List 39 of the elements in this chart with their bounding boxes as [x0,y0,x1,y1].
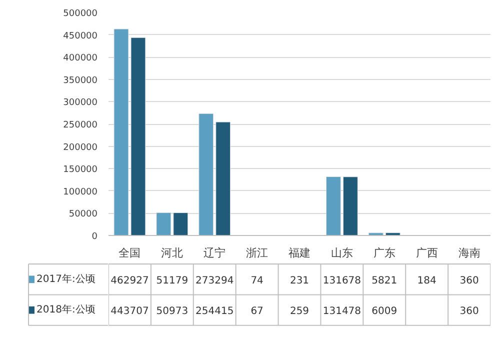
data-label: 360 [460,306,479,318]
y-tick-label: 350000 [63,76,98,86]
data-label: 360 [460,275,479,286]
data-label: 131478 [322,306,362,318]
data-label: 6009 [372,306,398,318]
y-tick-label: 450000 [63,31,98,42]
data-label: 131678 [322,275,362,286]
x-tick-label: 辽宁 [204,246,226,260]
data-label: 273294 [196,275,234,286]
x-tick-label: 广西 [416,246,438,260]
data-label: 5821 [372,275,398,286]
x-tick-label: 海南 [458,246,480,260]
x-tick-label: 全国 [118,246,141,260]
y-tick-label: 300000 [63,98,98,108]
data-label: 462927 [110,275,149,286]
data-label: 254415 [196,306,234,318]
data-label: 67 [250,306,264,318]
data-label: 443707 [110,306,149,318]
data-label: 51179 [156,275,188,286]
y-tick-label: 400000 [63,54,98,64]
data-label: 50973 [156,306,188,318]
x-tick-label: 福建 [288,246,310,260]
x-tick-label: 浙江 [246,246,268,260]
x-tick-label: 山东 [330,246,353,260]
y-tick-label: 0 [92,232,98,242]
data-label: 184 [417,275,436,286]
data-label: 74 [250,275,264,286]
legend-label: 2018年:公顷 [36,304,96,316]
legend-label: 2017年:公顷 [36,272,96,285]
y-tick-label: 50000 [68,210,98,220]
y-tick-label: 100000 [63,187,98,198]
y-tick-label: 250000 [63,120,98,130]
y-tick-label: 200000 [63,142,98,153]
data-label: 231 [290,275,310,286]
y-tick-label: 150000 [63,165,98,176]
x-tick-label: 广东 [373,246,396,260]
x-tick-label: 河北 [161,246,184,260]
y-tick-label: 500000 [63,9,98,19]
data-label: 259 [290,306,310,318]
